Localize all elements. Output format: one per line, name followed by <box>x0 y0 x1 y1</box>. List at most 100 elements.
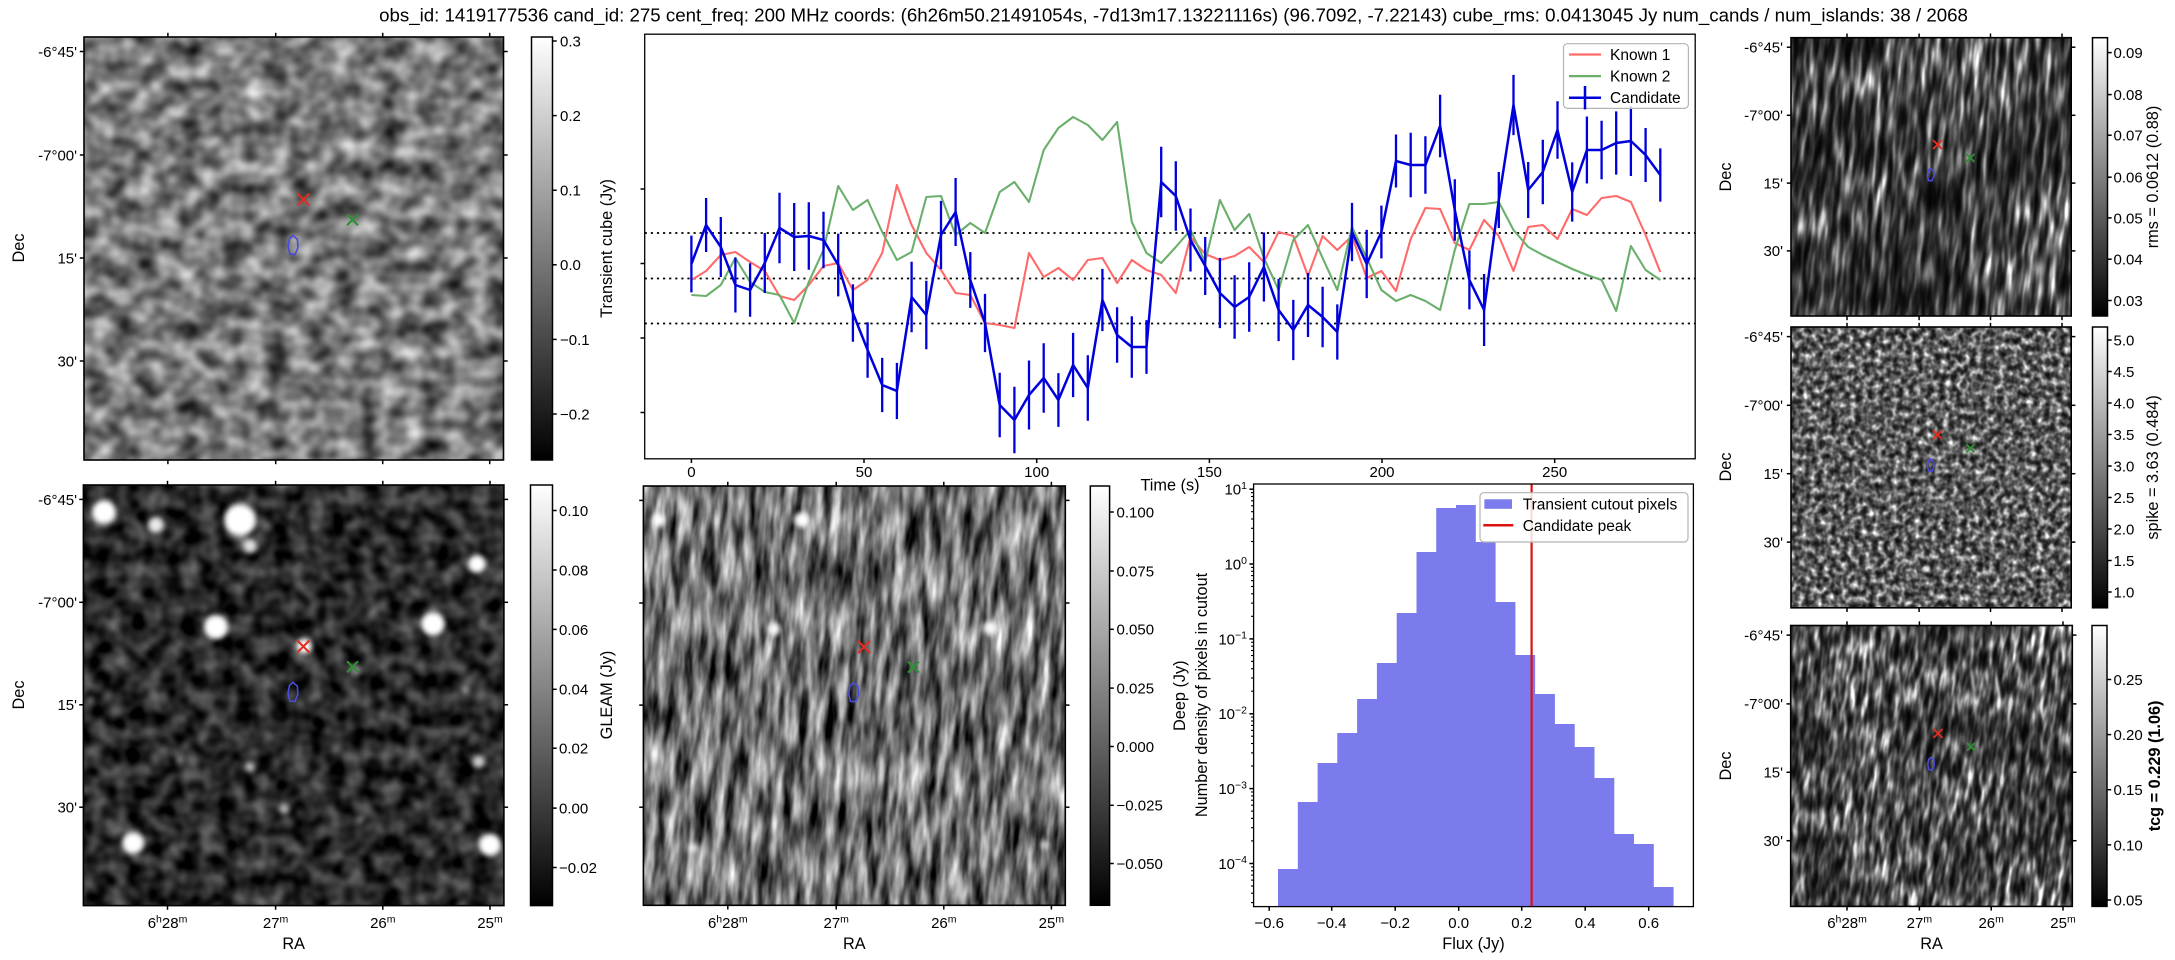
svg-text:6h28m: 6h28m <box>708 914 748 933</box>
svg-text:-6°45': -6°45' <box>1744 329 1783 346</box>
svg-text:Transient cutout pixels: Transient cutout pixels <box>1523 497 1678 514</box>
svg-text:−0.2: −0.2 <box>560 406 590 423</box>
svg-text:−0.2: −0.2 <box>1380 915 1410 932</box>
svg-text:0.07: 0.07 <box>2114 128 2143 145</box>
svg-text:10−3: 10−3 <box>1218 779 1247 798</box>
svg-text:15': 15' <box>1763 765 1783 782</box>
svg-text:Deep (Jy): Deep (Jy) <box>1171 660 1189 731</box>
svg-text:−0.4: −0.4 <box>1317 915 1347 932</box>
svg-text:0.20: 0.20 <box>2114 727 2143 744</box>
svg-text:0.3: 0.3 <box>560 33 581 50</box>
svg-text:0.05: 0.05 <box>2114 892 2143 909</box>
svg-text:0.025: 0.025 <box>1117 680 1155 697</box>
svg-text:0.10: 0.10 <box>2114 837 2143 854</box>
svg-text:rms = 0.0612 (0.88): rms = 0.0612 (0.88) <box>2144 106 2162 249</box>
svg-text:0.03: 0.03 <box>2114 293 2143 310</box>
svg-text:1.5: 1.5 <box>2114 553 2135 570</box>
svg-text:101: 101 <box>1224 480 1247 499</box>
svg-text:26m: 26m <box>370 914 396 933</box>
svg-text:4.0: 4.0 <box>2114 395 2135 412</box>
svg-text:0.10: 0.10 <box>559 503 588 520</box>
svg-text:4.5: 4.5 <box>2114 364 2135 381</box>
svg-text:Candidate peak: Candidate peak <box>1523 518 1632 535</box>
svg-text:RA: RA <box>1920 935 1943 953</box>
svg-text:Known 1: Known 1 <box>1610 47 1670 64</box>
svg-text:-7°00': -7°00' <box>1744 696 1783 713</box>
svg-text:30': 30' <box>57 353 77 370</box>
svg-text:−0.025: −0.025 <box>1117 798 1163 815</box>
svg-text:27m: 27m <box>823 914 849 933</box>
svg-text:0.04: 0.04 <box>559 682 588 699</box>
svg-text:3.0: 3.0 <box>2114 458 2135 475</box>
svg-text:Dec: Dec <box>1717 453 1735 482</box>
svg-text:15': 15' <box>1763 175 1783 192</box>
svg-text:0.050: 0.050 <box>1117 622 1155 639</box>
svg-text:GLEAM (Jy): GLEAM (Jy) <box>598 651 616 740</box>
svg-text:Dec: Dec <box>10 234 28 263</box>
svg-text:0.00: 0.00 <box>559 800 588 817</box>
svg-text:spike = 3.63 (0.484): spike = 3.63 (0.484) <box>2144 395 2162 539</box>
svg-text:26m: 26m <box>1978 914 2004 933</box>
svg-text:27m: 27m <box>263 914 289 933</box>
svg-text:25m: 25m <box>2050 914 2076 933</box>
svg-text:Dec: Dec <box>10 681 28 710</box>
svg-text:RA: RA <box>282 935 305 953</box>
svg-text:250: 250 <box>1542 464 1567 481</box>
svg-text:-7°00': -7°00' <box>38 147 77 164</box>
svg-text:0.2: 0.2 <box>560 108 581 125</box>
svg-text:0.06: 0.06 <box>2114 170 2143 187</box>
svg-text:15': 15' <box>57 697 77 714</box>
svg-text:100: 100 <box>1024 464 1049 481</box>
svg-text:RA: RA <box>843 935 866 953</box>
svg-text:15': 15' <box>57 250 77 267</box>
svg-text:15': 15' <box>1763 466 1783 483</box>
svg-text:0.100: 0.100 <box>1117 504 1155 521</box>
svg-text:5.0: 5.0 <box>2114 332 2135 349</box>
svg-text:-7°00': -7°00' <box>38 595 77 612</box>
svg-text:1.0: 1.0 <box>2114 584 2135 601</box>
svg-text:2.0: 2.0 <box>2114 521 2135 538</box>
svg-text:-6°45': -6°45' <box>38 44 77 61</box>
svg-text:-6°45': -6°45' <box>1744 40 1783 57</box>
svg-text:tcg = 0.229 (1.06): tcg = 0.229 (1.06) <box>2146 701 2164 832</box>
svg-text:30': 30' <box>1763 833 1783 850</box>
svg-text:27m: 27m <box>1907 914 1933 933</box>
svg-text:-7°00': -7°00' <box>1744 108 1783 125</box>
svg-text:100: 100 <box>1224 555 1247 574</box>
svg-text:25m: 25m <box>1039 914 1065 933</box>
svg-text:150: 150 <box>1197 464 1222 481</box>
svg-text:0.15: 0.15 <box>2114 782 2143 799</box>
svg-text:0: 0 <box>687 464 695 481</box>
svg-text:0.08: 0.08 <box>559 562 588 579</box>
svg-text:0.2: 0.2 <box>1511 915 1532 932</box>
svg-text:0.04: 0.04 <box>2114 252 2143 269</box>
svg-text:−0.6: −0.6 <box>1254 915 1284 932</box>
svg-text:−0.050: −0.050 <box>1117 856 1163 873</box>
svg-text:Number density of pixels in cu: Number density of pixels in cutout <box>1193 572 1211 817</box>
svg-text:-6°45': -6°45' <box>38 492 77 509</box>
svg-text:30': 30' <box>57 800 77 817</box>
svg-text:0.4: 0.4 <box>1575 915 1596 932</box>
svg-text:Flux (Jy): Flux (Jy) <box>1442 935 1504 953</box>
svg-text:26m: 26m <box>931 914 957 933</box>
svg-text:50: 50 <box>856 464 873 481</box>
svg-text:Known 2: Known 2 <box>1610 69 1670 86</box>
svg-text:30': 30' <box>1763 534 1783 551</box>
svg-text:Dec: Dec <box>1717 752 1735 781</box>
svg-text:0.6: 0.6 <box>1638 915 1659 932</box>
svg-text:−0.02: −0.02 <box>559 860 597 877</box>
svg-text:0.05: 0.05 <box>2114 210 2143 227</box>
svg-text:10−1: 10−1 <box>1218 630 1247 649</box>
svg-text:6h28m: 6h28m <box>148 914 188 933</box>
svg-text:0.0: 0.0 <box>1448 915 1469 932</box>
svg-text:200: 200 <box>1369 464 1394 481</box>
svg-text:Candidate: Candidate <box>1610 90 1681 107</box>
svg-text:0.0: 0.0 <box>560 257 581 274</box>
svg-text:10−4: 10−4 <box>1218 854 1247 873</box>
svg-text:-6°45': -6°45' <box>1744 627 1783 644</box>
svg-text:Dec: Dec <box>1717 163 1735 192</box>
svg-text:obs_id: 1419177536 cand_id: 27: obs_id: 1419177536 cand_id: 275 cent_fre… <box>379 5 1968 27</box>
svg-text:0.000: 0.000 <box>1117 739 1155 756</box>
svg-text:0.1: 0.1 <box>560 183 581 200</box>
svg-text:0.25: 0.25 <box>2114 672 2143 689</box>
